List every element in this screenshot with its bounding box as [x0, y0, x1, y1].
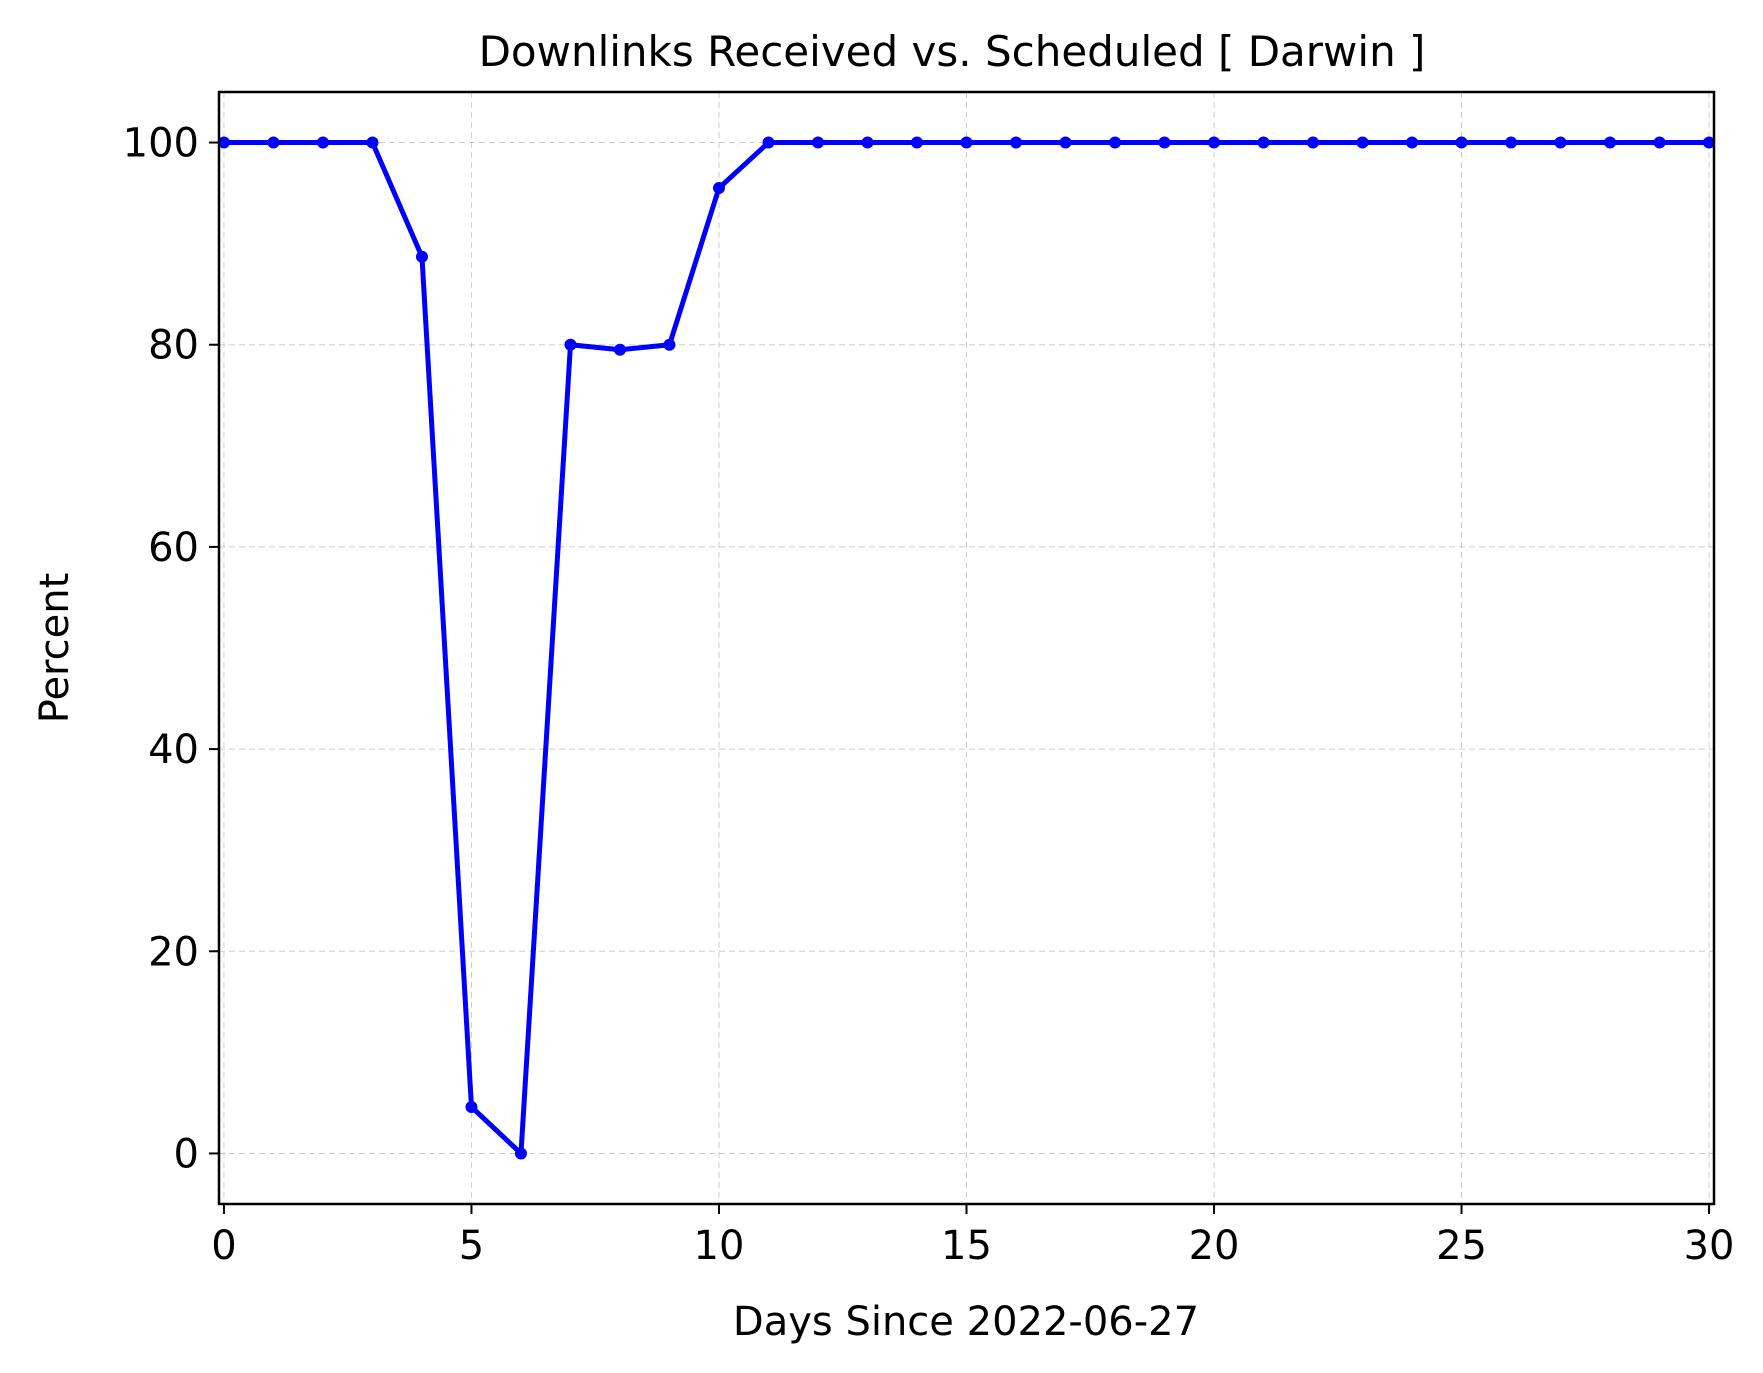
data-point — [1703, 136, 1716, 149]
data-point — [1158, 136, 1171, 149]
y-axis-ticks: 0 20 40 60 80 100 — [123, 121, 219, 1177]
x-axis-label: Days Since 2022-06-27 — [733, 1299, 1199, 1345]
y-tick-label: 60 — [148, 525, 199, 571]
data-point — [1059, 136, 1072, 149]
data-point — [762, 136, 775, 149]
data-point — [316, 136, 329, 149]
data-point — [1604, 136, 1617, 149]
series-layer — [217, 136, 1716, 1160]
data-point — [1505, 136, 1518, 149]
y-axis-label: Percent — [32, 573, 78, 724]
data-point — [267, 136, 280, 149]
data-point — [960, 136, 973, 149]
data-point — [217, 136, 230, 149]
data-point — [1109, 136, 1122, 149]
data-point — [465, 1100, 478, 1113]
data-point — [613, 343, 626, 356]
x-axis-ticks: 0 5 10 15 20 25 30 — [211, 1204, 1735, 1269]
data-point — [514, 1147, 527, 1160]
y-tick-label: 80 — [148, 323, 199, 369]
y-tick-label: 20 — [148, 929, 199, 975]
data-point — [1307, 136, 1320, 149]
data-point — [1455, 136, 1468, 149]
data-point — [861, 136, 874, 149]
chart-title: Downlinks Received vs. Scheduled [ Darwi… — [479, 27, 1426, 76]
data-point — [1257, 136, 1270, 149]
x-tick-label: 25 — [1436, 1223, 1487, 1269]
y-tick-label: 0 — [174, 1131, 199, 1177]
x-tick-label: 30 — [1684, 1223, 1735, 1269]
x-tick-label: 20 — [1189, 1223, 1240, 1269]
data-point — [1010, 136, 1023, 149]
data-point — [366, 136, 379, 149]
data-point — [712, 182, 725, 195]
data-point — [663, 338, 676, 351]
y-tick-label: 40 — [148, 727, 199, 773]
x-tick-label: 10 — [694, 1223, 745, 1269]
data-point — [1653, 136, 1666, 149]
data-point — [910, 136, 923, 149]
data-point — [564, 338, 577, 351]
data-point — [1554, 136, 1567, 149]
data-point — [1356, 136, 1369, 149]
y-tick-label: 100 — [123, 121, 199, 167]
data-point — [415, 250, 428, 263]
x-tick-label: 0 — [211, 1223, 236, 1269]
x-tick-label: 5 — [459, 1223, 484, 1269]
data-point — [1208, 136, 1221, 149]
data-point — [1406, 136, 1419, 149]
data-point — [811, 136, 824, 149]
x-tick-label: 15 — [941, 1223, 992, 1269]
